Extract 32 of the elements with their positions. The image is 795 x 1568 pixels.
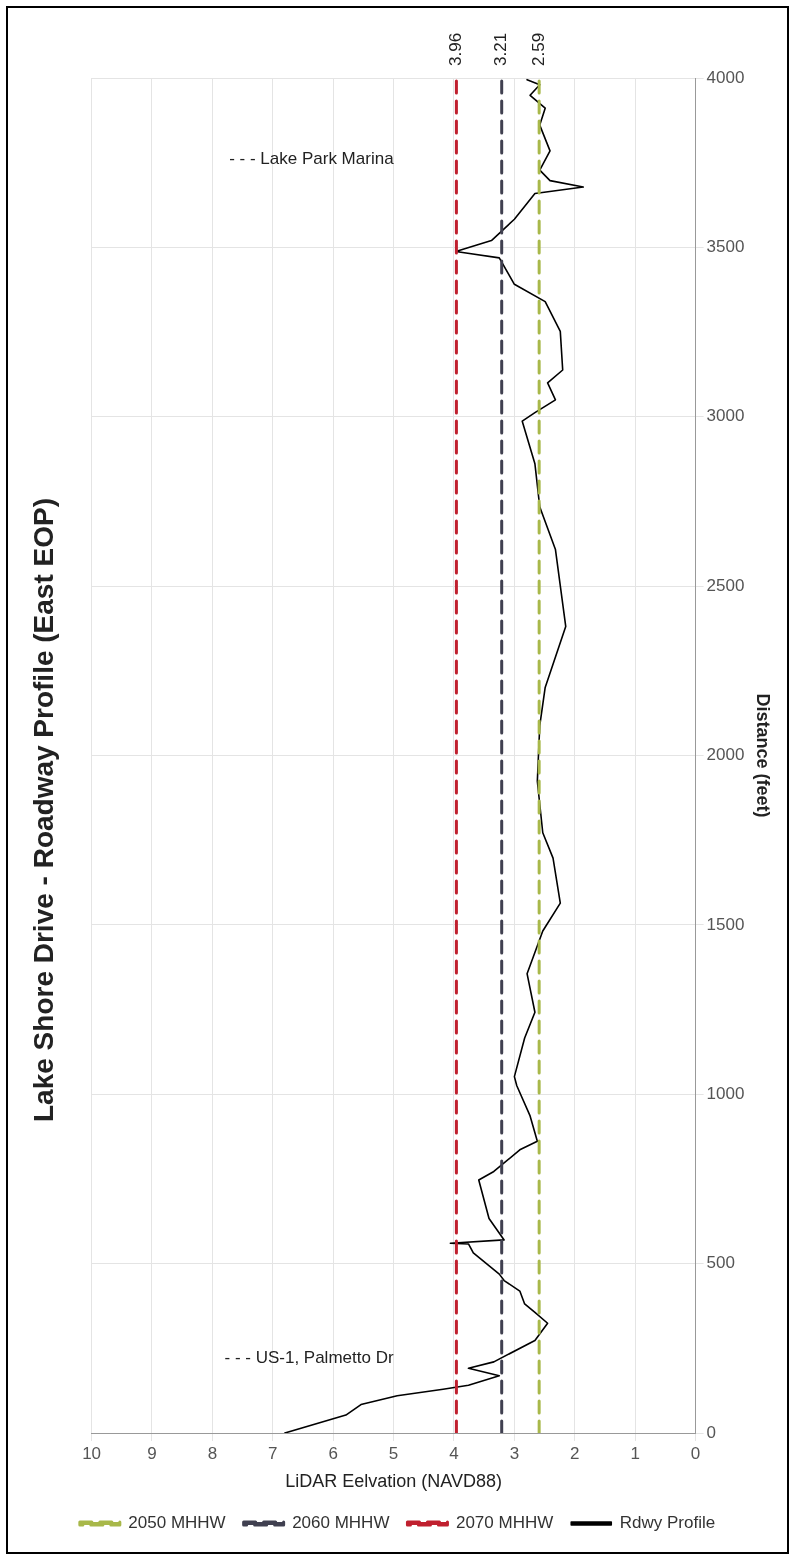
legend-label: Rdwy Profile [619, 1513, 716, 1533]
x-tick-label: 7 [268, 1443, 278, 1463]
y-axis-title: Distance (feet) [753, 693, 774, 818]
x-tick-label: 1 [630, 1443, 640, 1463]
x-tick-label: 10 [82, 1443, 102, 1463]
annotation: 2.59 [528, 32, 548, 66]
x-tick-label: 5 [388, 1443, 399, 1463]
x-axis-title: LiDAR Eelvation (NAVD88) [285, 1471, 502, 1492]
annotation: - - - Lake Park Marina [229, 148, 395, 168]
x-tick-label: 4 [449, 1443, 459, 1463]
y-tick-label: 3000 [706, 406, 745, 426]
text: Lake Shore Drive - Roadway Profile (East EOP) [27, 498, 59, 1122]
y-tick-label: 2500 [706, 575, 745, 595]
y-tick-label: 0 [706, 1422, 717, 1442]
annotation: - - - US-1, Palmetto Dr [224, 1348, 394, 1368]
y-tick-label: 3500 [706, 237, 745, 257]
legend-label: 2070 MHHW [455, 1513, 554, 1533]
x-tick-label: 6 [328, 1443, 338, 1463]
y-tick-label: 1500 [706, 914, 745, 934]
y-tick-label: 2000 [706, 745, 745, 765]
y-tick-label: 500 [706, 1253, 735, 1273]
annotation: 3.96 [446, 32, 466, 66]
legend-label: 2050 MHHW [128, 1513, 226, 1533]
x-tick-label: 0 [690, 1443, 701, 1463]
x-tick-label: 8 [207, 1443, 218, 1463]
x-tick-label: 9 [147, 1443, 157, 1463]
y-tick-label: 1000 [706, 1083, 745, 1103]
x-tick-label: 2 [570, 1443, 580, 1463]
annotation: 3.21 [491, 32, 511, 66]
x-tick-label: 3 [509, 1443, 520, 1463]
y-tick-label: 4000 [706, 67, 745, 87]
legend-label: 2060 MHHW [292, 1513, 390, 1533]
